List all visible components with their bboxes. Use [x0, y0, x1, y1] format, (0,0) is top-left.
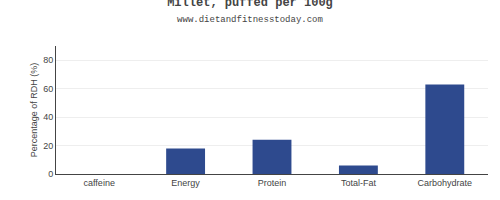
svg-text:caffeine: caffeine: [84, 178, 115, 188]
svg-text:0: 0: [48, 169, 53, 179]
svg-text:Energy: Energy: [171, 178, 200, 188]
svg-text:Percentage of RDH (%): Percentage of RDH (%): [29, 63, 39, 158]
svg-text:Protein: Protein: [258, 178, 287, 188]
svg-text:Carbohydrate: Carbohydrate: [418, 178, 473, 188]
svg-text:20: 20: [43, 141, 53, 151]
svg-text:Total-Fat: Total-Fat: [341, 178, 377, 188]
svg-text:60: 60: [43, 84, 53, 94]
svg-text:80: 80: [43, 55, 53, 65]
svg-text:40: 40: [43, 112, 53, 122]
svg-text:Millet, puffed per 100gwww.die: Millet, puffed per 100gwww.dietandfitnes…: [167, 0, 333, 25]
